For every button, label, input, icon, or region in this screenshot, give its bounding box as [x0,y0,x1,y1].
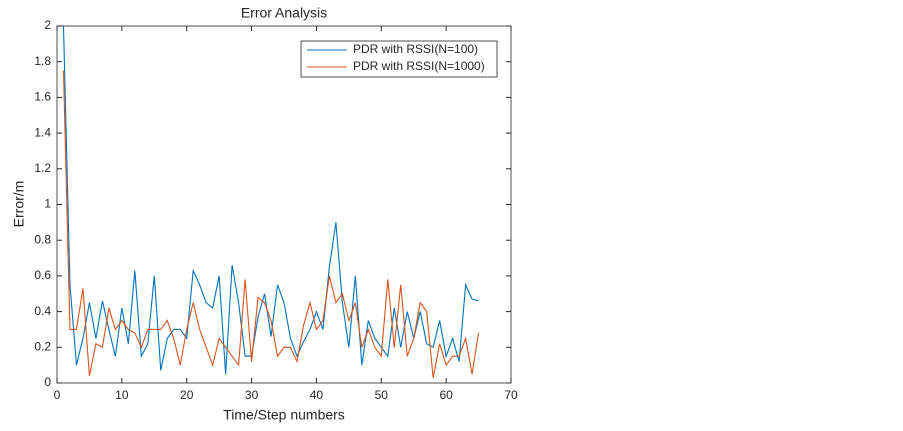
legend-box [300,40,498,78]
y-tick-label: 0.8 [34,232,51,246]
x-tick-label: 60 [439,388,453,402]
data-line [62,70,480,378]
y-tick-label: 0.2 [34,339,51,353]
x-tick-label: 30 [245,388,259,402]
legend-label: PDR with RSSI(N=100) [353,42,478,56]
y-tick-label: 1.8 [34,54,51,68]
y-tick-label: 2 [44,18,51,32]
y-tick-label: 0.6 [34,268,51,282]
legend-label: PDR with RSSI(N=1000) [353,59,485,73]
x-tick-label: 50 [375,388,389,402]
plot-area [56,25,512,384]
y-axis-label: Error/m [11,181,27,228]
data-line [62,25,479,375]
x-tick-label: 40 [310,388,324,402]
x-tick-label: 10 [115,388,129,402]
y-tick-label: 1.4 [34,125,51,139]
y-tick-label: 0.4 [34,304,51,318]
y-tick-label: 0 [44,375,51,389]
y-tick-label: 1.2 [34,161,51,175]
y-tick-label: 1.6 [34,90,51,104]
x-tick-label: 20 [180,388,194,402]
chart-title: Error Analysis [241,5,327,21]
y-tick-label: 1 [44,197,51,211]
x-tick-label: 70 [504,388,518,402]
x-axis-label: Time/Step numbers [223,407,345,423]
x-tick-label: 0 [54,388,61,402]
